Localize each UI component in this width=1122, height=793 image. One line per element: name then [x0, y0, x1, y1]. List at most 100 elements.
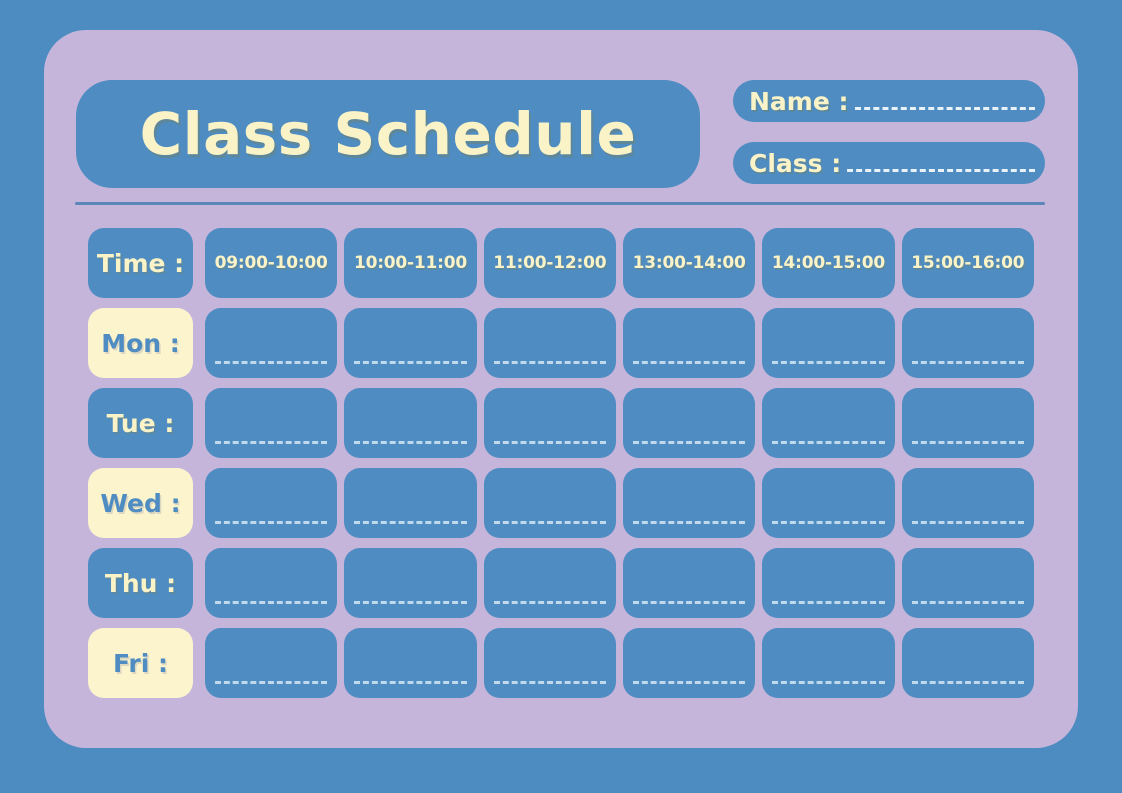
schedule-cell[interactable]: [344, 468, 477, 538]
day-label: Fri :: [88, 628, 193, 698]
schedule-row: Wed :: [88, 468, 1034, 538]
time-slot-label: 13:00-14:00: [632, 253, 746, 273]
time-slot-label: 09:00-10:00: [214, 253, 328, 273]
cell-writing-line: [354, 681, 467, 684]
cell-writing-line: [772, 441, 885, 444]
schedule-row: Thu :: [88, 548, 1034, 618]
schedule-cell[interactable]: [762, 388, 895, 458]
cell-writing-line: [354, 361, 467, 364]
schedule-cell[interactable]: [622, 628, 756, 698]
cell-writing-line: [911, 681, 1024, 684]
schedule-cell[interactable]: [762, 308, 895, 378]
schedule-cell[interactable]: [344, 308, 477, 378]
cell-writing-line: [215, 521, 328, 524]
schedule-cell[interactable]: [205, 548, 338, 618]
cell-writing-line: [772, 521, 885, 524]
cell-writing-line: [911, 361, 1024, 364]
schedule-cell[interactable]: [762, 548, 895, 618]
cell-writing-line: [493, 681, 606, 684]
time-slot-list: 09:00-10:00 10:00-11:00 11:00-12:00 13:00-1…: [205, 228, 1034, 298]
header-divider: [75, 202, 1045, 205]
time-slot-header: 13:00-14:00: [622, 228, 756, 298]
schedule-grid: Time : 09:00-10:00 10:00-11:00 11:00-12:00 1…: [88, 228, 1034, 698]
day-cell-list: [205, 388, 1034, 458]
cell-writing-line: [354, 521, 467, 524]
day-cell-list: [205, 308, 1034, 378]
title-banner: Class Schedule: [76, 80, 700, 188]
page-title: Class Schedule: [139, 100, 637, 168]
cell-writing-line: [215, 601, 328, 604]
cell-writing-line: [354, 601, 467, 604]
cell-writing-line: [493, 521, 606, 524]
day-label: Wed :: [88, 468, 193, 538]
schedule-cell[interactable]: [483, 468, 616, 538]
schedule-cell[interactable]: [622, 548, 756, 618]
schedule-row: Fri :: [88, 628, 1034, 698]
class-input-line[interactable]: [847, 168, 1035, 172]
day-label: Thu :: [88, 548, 193, 618]
day-cell-list: [205, 548, 1034, 618]
time-slot-header: 14:00-15:00: [762, 228, 895, 298]
schedule-cell[interactable]: [622, 308, 756, 378]
schedule-cell[interactable]: [901, 468, 1034, 538]
cell-writing-line: [632, 361, 746, 364]
cell-writing-line: [632, 441, 746, 444]
cell-writing-line: [215, 361, 328, 364]
day-label: Tue :: [88, 388, 193, 458]
cell-writing-line: [911, 441, 1024, 444]
schedule-cell[interactable]: [762, 628, 895, 698]
class-label: Class :: [749, 148, 842, 178]
time-slot-label: 11:00-12:00: [493, 253, 607, 273]
schedule-cell[interactable]: [483, 308, 616, 378]
schedule-cell[interactable]: [483, 548, 616, 618]
time-slot-label: 10:00-11:00: [353, 253, 468, 273]
cell-writing-line: [632, 681, 746, 684]
cell-writing-line: [632, 601, 746, 604]
cell-writing-line: [215, 441, 328, 444]
schedule-sheet: Class Schedule Name : Class : Time :09:0…: [44, 30, 1078, 748]
time-slot-header: 11:00-12:00: [483, 228, 616, 298]
cell-writing-line: [911, 601, 1024, 604]
schedule-cell[interactable]: [205, 468, 338, 538]
schedule-cell[interactable]: [762, 468, 895, 538]
time-slot-header: 09:00-10:00: [205, 228, 338, 298]
day-cell-list: [205, 468, 1034, 538]
cell-writing-line: [632, 521, 746, 524]
schedule-cell[interactable]: [205, 388, 338, 458]
schedule-cell[interactable]: [483, 388, 616, 458]
cell-writing-line: [911, 521, 1024, 524]
schedule-cell[interactable]: [901, 628, 1034, 698]
schedule-cell[interactable]: [622, 468, 756, 538]
schedule-cell[interactable]: [205, 308, 338, 378]
cell-writing-line: [215, 681, 328, 684]
class-field[interactable]: Class :: [733, 142, 1045, 184]
cell-writing-line: [772, 361, 885, 364]
cell-writing-line: [772, 601, 885, 604]
schedule-cell[interactable]: [344, 628, 477, 698]
time-slot-header: 15:00-16:00: [901, 228, 1034, 298]
time-label: Time :: [88, 228, 193, 298]
schedule-cell[interactable]: [901, 388, 1034, 458]
cell-writing-line: [493, 361, 606, 364]
cell-writing-line: [493, 601, 606, 604]
cell-writing-line: [354, 441, 467, 444]
name-label: Name :: [749, 86, 849, 116]
schedule-cell[interactable]: [344, 388, 477, 458]
schedule-row: Tue :: [88, 388, 1034, 458]
schedule-cell[interactable]: [901, 308, 1034, 378]
schedule-cell[interactable]: [344, 548, 477, 618]
schedule-cell[interactable]: [205, 628, 338, 698]
name-input-line[interactable]: [854, 106, 1035, 110]
name-field[interactable]: Name :: [733, 80, 1045, 122]
time-slot-label: 15:00-16:00: [911, 253, 1025, 273]
schedule-cell[interactable]: [622, 388, 756, 458]
time-slot-header: 10:00-11:00: [344, 228, 477, 298]
schedule-cell[interactable]: [901, 548, 1034, 618]
day-cell-list: [205, 628, 1034, 698]
cell-writing-line: [493, 441, 606, 444]
time-slot-label: 14:00-15:00: [771, 253, 886, 273]
schedule-cell[interactable]: [483, 628, 616, 698]
cell-writing-line: [772, 681, 885, 684]
schedule-row: Mon :: [88, 308, 1034, 378]
day-label: Mon :: [88, 308, 193, 378]
